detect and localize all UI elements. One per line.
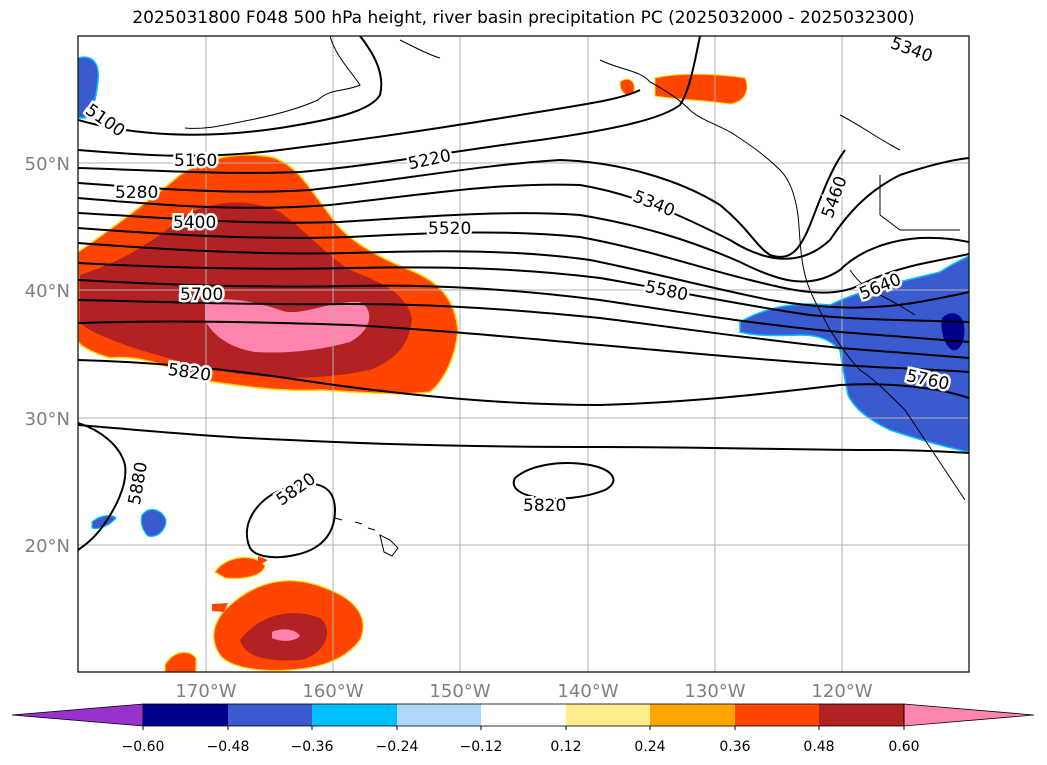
map-frame [77,35,970,673]
colorbar-segment [397,704,481,726]
precip-positive-hawaii-south [164,556,364,672]
contour-label: 5280 [115,183,158,203]
colorbar [11,703,1035,730]
lon-label: 150°W [429,681,490,702]
contour-label: 5160 [174,151,217,171]
contour-label: 5820 [523,496,566,516]
map-title: 2025031800 F048 500 hPa height, river ba… [132,8,915,28]
lon-label: 120°W [811,681,872,702]
colorbar-segment [143,704,228,726]
height-contours [78,36,969,559]
colorbar-outline [142,703,905,727]
colorbar-segment [566,704,650,726]
contour-label: 5520 [428,219,471,239]
colorbar-tick: 0.48 [803,739,834,755]
colorbar-segment [312,704,397,726]
lat-label: 50°N [25,154,70,175]
colorbar-extend-low [11,703,144,727]
colorbar-tick: 0.24 [634,739,665,755]
precip-negative-west-pacific [78,56,167,537]
lon-label: 130°W [684,681,745,702]
colorbar-tick: −0.60 [122,739,165,755]
graticule [78,36,969,672]
colorbar-tick: 0.12 [550,739,581,755]
colorbar-tick: −0.24 [376,739,419,755]
colorbar-segment [819,704,904,726]
colorbar-extend-high [903,703,1035,727]
colorbar-segment [481,704,566,726]
lon-label: 160°W [302,681,363,702]
colorbar-segment [650,704,735,726]
colorbar-tick: −0.36 [291,739,334,755]
colorbar-segment [735,704,819,726]
precip-positive-alaska [619,73,748,105]
colorbar-tick: −0.48 [207,739,250,755]
lon-label: 170°W [175,681,236,702]
colorbar-segment [228,704,312,726]
lat-label: 20°N [25,536,70,557]
colorbar-tick: −0.12 [460,739,503,755]
longitude-labels: 170°W 160°W 150°W 140°W 130°W 120°W [175,681,872,702]
lon-label: 140°W [557,681,618,702]
colorbar-tick-labels: −0.60 −0.48 −0.36 −0.24 −0.12 0.12 0.24 … [122,739,920,755]
contour-label: 5700 [180,285,223,305]
lat-label: 40°N [25,281,70,302]
colorbar-tick: 0.36 [719,739,750,755]
lat-label: 30°N [25,409,70,430]
colorbar-tick: 0.60 [888,739,919,755]
latitude-labels: 50°N 40°N 30°N 20°N [25,154,70,557]
contour-label: 5400 [173,213,216,233]
